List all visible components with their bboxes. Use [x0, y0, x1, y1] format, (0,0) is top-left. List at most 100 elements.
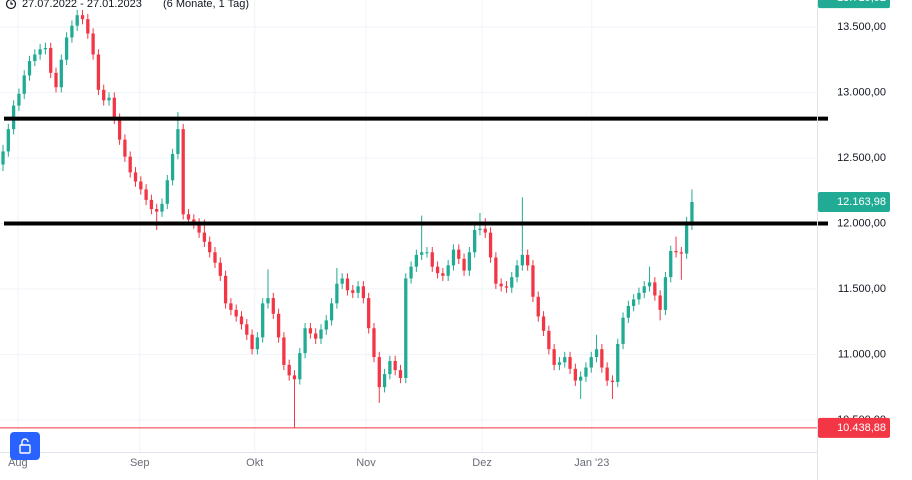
candle-body: [414, 254, 419, 267]
candle-body: [382, 374, 387, 388]
period: (6 Monate, 1 Tag): [163, 0, 249, 10]
candle-body: [669, 250, 673, 278]
candle-body: [91, 33, 95, 55]
candle-body: [117, 118, 122, 140]
candle-body: [202, 232, 207, 242]
candle-body: [49, 47, 53, 73]
candle-body: [298, 353, 302, 380]
candle-body: [674, 250, 678, 253]
lock-icon-body: [19, 444, 31, 454]
candle-body: [303, 328, 307, 354]
candle-body: [176, 129, 180, 155]
price-badge-label: 13.719,92: [837, 0, 886, 4]
candle-body: [663, 277, 668, 310]
candle-body: [637, 292, 641, 300]
candle-body: [144, 189, 148, 200]
candle-body: [250, 334, 254, 350]
candle-body: [377, 357, 381, 388]
y-tick-label: 11.000,00: [838, 348, 886, 360]
candle-body: [430, 252, 434, 267]
candle-body: [605, 367, 609, 381]
candle-body: [107, 97, 111, 101]
candle-body: [642, 286, 646, 293]
candle-body: [229, 303, 233, 310]
candle-body: [398, 370, 403, 378]
candle-body: [488, 232, 493, 258]
y-tick-label: 13.000,00: [837, 86, 886, 98]
candle-body: [186, 214, 191, 220]
date-range: 27.07.2022 - 27.01.2023: [22, 0, 142, 10]
candle-body: [467, 252, 472, 271]
candle-body: [139, 181, 143, 190]
candles: [1, 9, 694, 428]
candle-body: [329, 303, 334, 321]
candle-body: [282, 337, 286, 365]
candle-body: [6, 129, 10, 152]
candle-body: [510, 277, 514, 288]
candle-body: [255, 337, 260, 350]
x-tick-label: Okt: [246, 457, 263, 469]
candle-body: [86, 19, 90, 34]
candle-body: [526, 254, 530, 266]
candle-body: [541, 316, 546, 331]
candle-body: [616, 343, 620, 382]
candle-body: [27, 61, 32, 76]
candle-body: [345, 278, 350, 291]
candle-body: [547, 330, 551, 350]
candle-body: [292, 375, 297, 380]
candle-body: [425, 252, 429, 254]
candle-body: [420, 252, 424, 255]
candle-body: [160, 203, 164, 212]
candle-body: [356, 286, 360, 293]
candle-body: [690, 201, 694, 225]
candle-body: [170, 154, 175, 181]
candle-body: [499, 283, 503, 287]
candle-body: [563, 357, 567, 363]
candle-body: [266, 298, 270, 304]
candle-body: [155, 209, 159, 212]
overlays: [0, 116, 828, 429]
candle-body: [239, 316, 244, 325]
candle-body: [271, 298, 275, 314]
candle-body: [515, 265, 519, 278]
x-tick-label: Nov: [356, 457, 376, 469]
candle-body: [594, 349, 599, 358]
candle-body: [647, 282, 652, 287]
candle-body: [658, 295, 662, 310]
candle-body: [208, 241, 212, 253]
candle-body: [531, 265, 535, 297]
candle-body: [404, 278, 408, 378]
candle-body: [504, 286, 509, 288]
price-badge: [818, 0, 890, 9]
candle-body: [340, 278, 344, 284]
candle-body: [102, 89, 106, 101]
y-tick-label: 13.500,00: [837, 21, 886, 33]
candle-body: [38, 49, 42, 55]
candle-body: [197, 223, 201, 233]
candle-body: [308, 328, 313, 334]
lock-button[interactable]: [10, 432, 40, 460]
clock-hands: [10, 1, 13, 5]
candle-body: [621, 317, 625, 344]
lock-button-bg[interactable]: [10, 432, 40, 460]
candle-body: [54, 72, 58, 88]
candle-body: [372, 328, 376, 358]
candle-body: [610, 380, 615, 382]
candle-body: [213, 252, 217, 263]
clock-icon: [5, 0, 17, 10]
candle-body: [1, 151, 5, 165]
x-tick-label: Dez: [472, 457, 492, 469]
candle-body: [653, 282, 657, 296]
candle-body: [579, 376, 583, 381]
candle-body: [234, 309, 238, 317]
candle-body: [75, 15, 79, 26]
candle-body: [43, 47, 48, 50]
candle-body: [367, 298, 371, 329]
candle-body: [324, 320, 328, 330]
candle-body: [483, 228, 487, 233]
candle-body: [393, 360, 397, 371]
candle-body: [409, 266, 413, 279]
candle-body: [600, 349, 604, 368]
candle-body: [335, 283, 339, 304]
candle-body: [361, 286, 366, 299]
